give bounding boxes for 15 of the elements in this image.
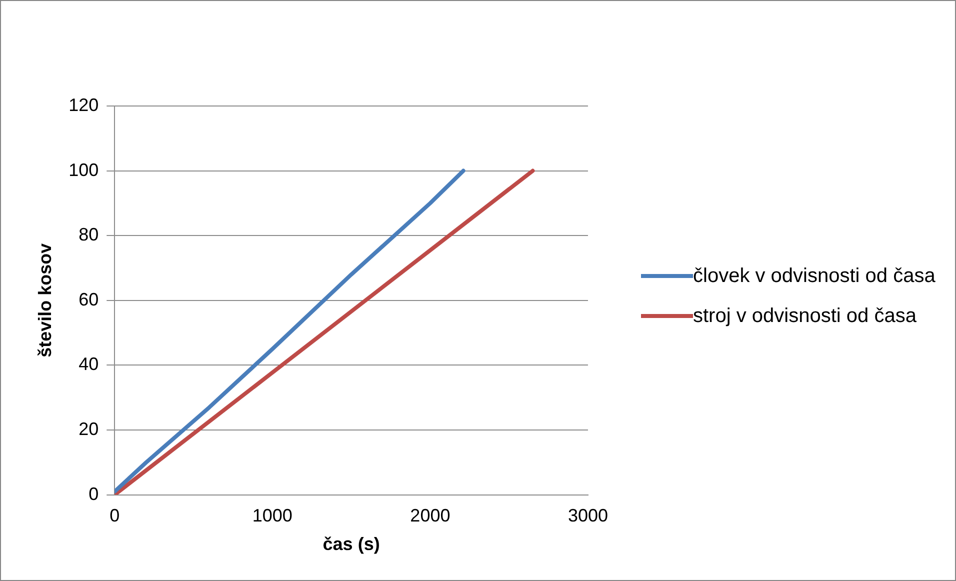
y-axis-title: število kosov bbox=[34, 243, 55, 358]
y-tick-label: 20 bbox=[78, 418, 99, 439]
legend-label: stroj v odvisnosti od časa bbox=[693, 304, 918, 329]
legend-label: človek v odvisnosti od časa bbox=[693, 264, 936, 289]
y-tick-label: 60 bbox=[78, 289, 99, 310]
x-tick-label: 1000 bbox=[252, 506, 292, 526]
x-tick-label: 3000 bbox=[568, 506, 608, 526]
y-tick-label: 0 bbox=[88, 484, 99, 504]
y-tick-label: 120 bbox=[68, 94, 99, 115]
x-tick-label: 0 bbox=[110, 506, 120, 526]
x-axis-title: čas (s) bbox=[322, 534, 380, 554]
x-tick-label: 2000 bbox=[410, 506, 450, 526]
y-tick-label: 100 bbox=[68, 160, 99, 180]
y-tick-label: 80 bbox=[78, 224, 99, 245]
y-tick-label: 40 bbox=[78, 354, 99, 374]
